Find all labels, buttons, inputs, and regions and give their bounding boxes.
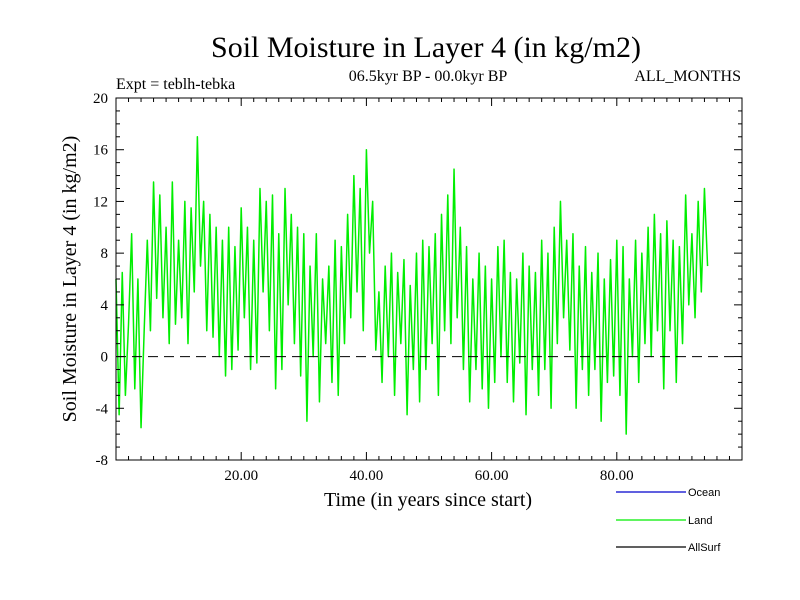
plot-frame	[115, 97, 743, 461]
x-tick-label: 80.00	[600, 468, 634, 484]
y-axis-label: Soil Moisture in Layer 4 (in kg/m2)	[59, 136, 81, 423]
series-layer	[115, 136, 709, 435]
y-tick-label: 16	[93, 143, 109, 159]
y-tick-label: 20	[93, 91, 108, 107]
y-tick-label: -4	[96, 401, 109, 417]
y-tick-label: 8	[101, 246, 109, 262]
legend-allsurf-label: AllSurf	[688, 542, 721, 554]
chart-title: Soil Moisture in Layer 4 (in kg/m2)	[211, 31, 641, 64]
x-tick-label: 20.00	[224, 468, 258, 484]
series-line-land	[115, 136, 709, 435]
chart-subtitle-months: ALL_MONTHS	[634, 68, 741, 85]
y-tick-label: 0	[101, 350, 109, 366]
legend-land-label: Land	[688, 515, 712, 527]
axes-layer: -8 -4 0 4 8 12 16 20 20.00 40.00 60.00 80.00	[93, 91, 742, 484]
chart-subtitle-experiment: Expt = teblh-tebka	[116, 76, 235, 93]
x-tick-label: 40.00	[350, 468, 384, 484]
y-tick-label: 4	[101, 298, 109, 314]
y-tick-label: 12	[93, 194, 108, 210]
x-axis-label: Time (in years since start)	[324, 489, 532, 511]
x-tick-label: 60.00	[475, 468, 509, 484]
legend: Ocean Land AllSurf	[616, 487, 721, 554]
chart-subtitle-period: 06.5kyr BP - 00.0kyr BP	[349, 68, 508, 85]
y-tick-label: -8	[96, 453, 109, 469]
legend-ocean-label: Ocean	[688, 487, 720, 499]
